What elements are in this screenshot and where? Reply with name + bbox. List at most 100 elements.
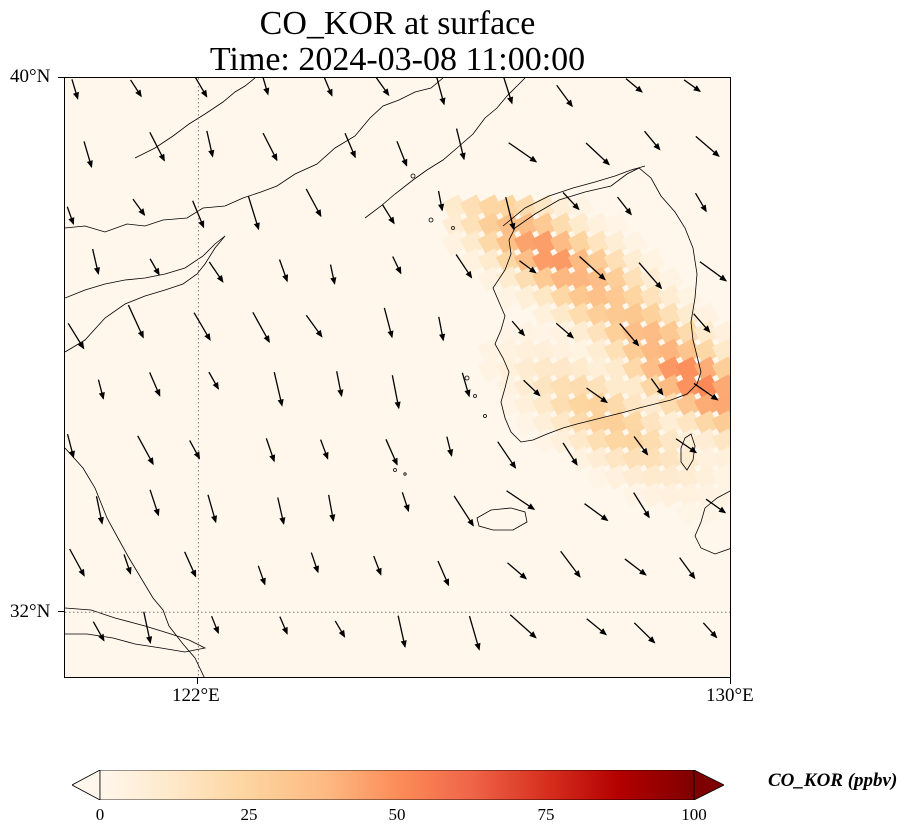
plume-cell: [603, 266, 630, 293]
plume-cell: [477, 248, 504, 275]
wind-vector: [455, 254, 473, 279]
plume-cell: [441, 194, 468, 221]
wind-vector: [305, 314, 323, 338]
plume-cell: [621, 248, 648, 275]
plume-cell: [675, 320, 702, 347]
plume-cell: [531, 284, 558, 311]
wind-vector: [375, 78, 390, 97]
coastline-bohai: [65, 78, 444, 233]
plume-cell: [639, 248, 666, 275]
wind-vector: [702, 622, 718, 639]
lon-tick-130: [730, 678, 731, 684]
wind-vector: [206, 130, 215, 158]
plume-cell: [711, 410, 730, 437]
lon-label-130e: 130°E: [706, 685, 754, 706]
wind-vector: [265, 438, 276, 463]
coastline-layer: [65, 78, 730, 677]
wind-vector: [391, 375, 401, 410]
plume-cell: [639, 302, 666, 329]
plume-cell: [585, 356, 612, 383]
plume-cell: [639, 428, 666, 455]
plume-cell: [549, 356, 576, 383]
plume-cell: [567, 374, 594, 401]
wind-vector: [643, 130, 661, 151]
plume-cell: [657, 374, 684, 401]
plume-cell: [621, 338, 648, 365]
wind-vector: [693, 382, 719, 401]
plume-cell: [693, 320, 720, 347]
plume-cell: [675, 392, 702, 419]
plume-cell: [711, 374, 730, 401]
plume-cell: [567, 284, 594, 311]
wind-vector: [381, 204, 395, 225]
wind-vector: [262, 132, 278, 162]
plume-cell: [531, 248, 558, 275]
plume-cell: [711, 482, 730, 509]
lat-label-32n: 32°N: [10, 601, 51, 622]
plume-cell: [513, 338, 540, 365]
plume-cell: [549, 230, 576, 257]
plume-cell: [513, 374, 540, 401]
wind-vector: [252, 311, 270, 344]
colorbar-graphic: [71, 769, 725, 801]
plume-cell: [675, 338, 702, 365]
plume-cell: [711, 356, 730, 383]
wind-vector: [438, 316, 446, 342]
plume-cell: [621, 302, 648, 329]
plume-cell: [585, 320, 612, 347]
plume-cell: [657, 464, 684, 491]
plume-cell: [657, 428, 684, 455]
wind-vector: [67, 322, 85, 350]
plume-cell: [477, 356, 504, 383]
plume-cell: [693, 338, 720, 365]
plume-cell: [639, 464, 666, 491]
lat-label-40n: 40°N: [10, 66, 51, 87]
wind-vector: [468, 615, 481, 651]
co-plume-layer: [441, 194, 730, 527]
plume-cell: [567, 194, 594, 221]
wind-vector: [278, 259, 289, 283]
wind-vector: [336, 371, 344, 398]
colorbar-tick-75: 75: [537, 805, 555, 824]
wind-vector: [132, 198, 146, 217]
plume-cell: [693, 446, 720, 473]
wind-vector: [511, 320, 526, 337]
plume-cell: [657, 392, 684, 419]
wind-vector: [327, 494, 336, 522]
wind-vector: [208, 371, 219, 390]
plume-cell: [513, 266, 540, 293]
wind-vector: [194, 78, 208, 98]
plume-cell: [549, 212, 576, 239]
island: [403, 472, 407, 476]
plume-cell: [549, 374, 576, 401]
plume-cell: [603, 428, 630, 455]
wind-vector: [633, 622, 656, 644]
plume-cell: [567, 446, 594, 473]
plume-cell: [585, 212, 612, 239]
wind-vector: [523, 379, 541, 397]
colorbar-label: CO_KOR (ppbv): [768, 770, 898, 791]
plume-cell: [621, 428, 648, 455]
wind-vector: [97, 379, 105, 400]
plume-cell: [693, 410, 720, 437]
wind-vector: [683, 79, 701, 93]
wind-vector: [334, 620, 346, 638]
plume-cell: [549, 338, 576, 365]
plume-cell: [711, 446, 730, 473]
plume-cell: [639, 482, 666, 509]
plume-cell: [567, 356, 594, 383]
island: [473, 394, 477, 398]
plume-cell: [711, 428, 730, 455]
lon-tick-122: [197, 678, 198, 684]
coastline-shandong: [65, 235, 226, 353]
wind-vector: [344, 133, 356, 159]
plume-cell: [603, 374, 630, 401]
plume-cell: [585, 266, 612, 293]
chart-title-line1: CO_KOR at surface: [259, 5, 536, 42]
wind-vector: [373, 555, 382, 576]
island: [393, 468, 397, 472]
plume-cell: [477, 212, 504, 239]
coastline-liaodong-tip: [364, 78, 526, 219]
wind-vector: [143, 611, 153, 644]
plume-cell: [549, 284, 576, 311]
